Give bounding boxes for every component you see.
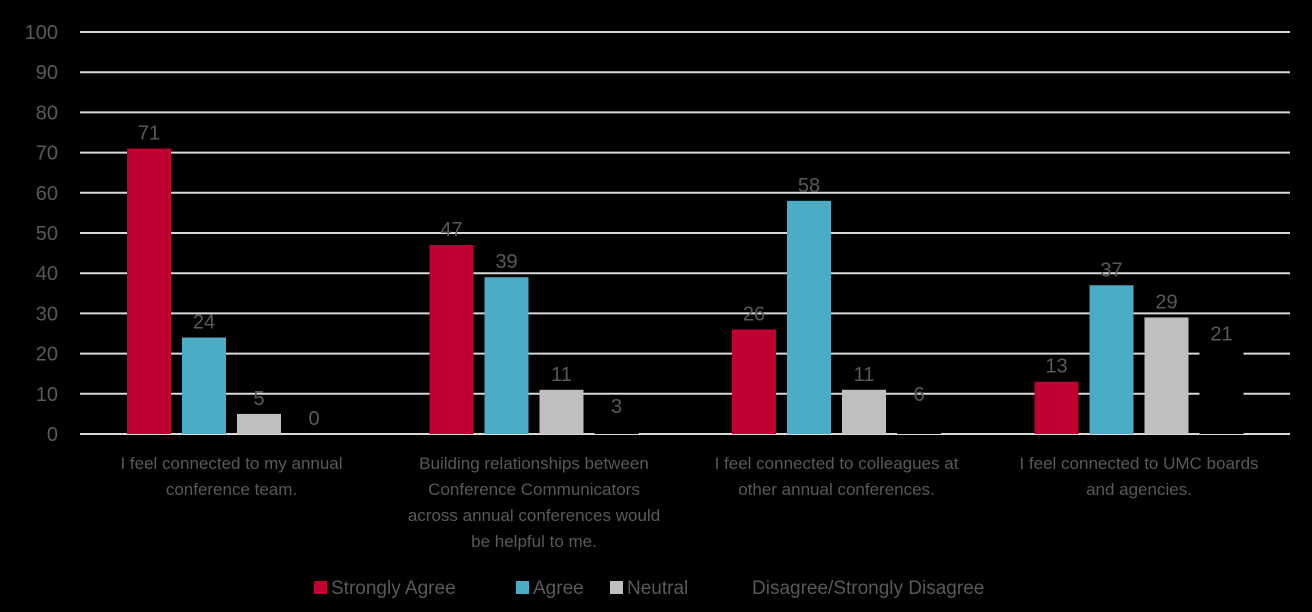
y-tick-label: 30 <box>36 303 58 325</box>
data-label: 21 <box>1210 324 1232 346</box>
data-label: 3 <box>611 396 622 418</box>
bar-strongly-agree-0 <box>127 148 171 434</box>
category-labels: I feel connected to my annual conference … <box>120 454 1258 551</box>
category-label: I feel connected to colleagues at other a… <box>715 454 959 499</box>
y-tick-label: 60 <box>36 183 58 205</box>
bar-agree-0 <box>182 337 226 434</box>
bar-agree-3 <box>1089 285 1134 434</box>
y-tick-label: 90 <box>36 62 58 84</box>
data-label: 39 <box>495 251 517 273</box>
y-tick-label: 100 <box>25 22 58 44</box>
data-label: 29 <box>1155 291 1177 313</box>
bar-strongly-agree-3 <box>1034 381 1079 434</box>
y-tick-label: 0 <box>47 424 58 446</box>
gridlines <box>80 31 1290 435</box>
legend-label: Agree <box>533 578 584 599</box>
legend-swatch <box>735 581 748 594</box>
y-tick-label: 80 <box>36 102 58 124</box>
y-axis-tick-labels: 0 10 20 30 40 50 60 70 80 90 100 <box>25 22 58 446</box>
y-tick-label: 50 <box>36 223 58 245</box>
bars <box>127 148 1244 434</box>
y-tick-label: 20 <box>36 344 58 366</box>
bar-disagree-strongly-disagree-2 <box>897 409 941 434</box>
legend: Strongly Agree Agree Neutral Disagree/Stron… <box>314 578 984 599</box>
bar-strongly-agree-2 <box>732 329 776 434</box>
legend-swatch <box>314 581 327 594</box>
data-label: 5 <box>253 388 264 410</box>
data-label: 11 <box>551 364 572 386</box>
bar-agree-2 <box>787 200 831 434</box>
y-tick-label: 70 <box>36 143 58 165</box>
legend-label: Disagree/Strongly Disagree <box>752 578 984 599</box>
data-label: 24 <box>193 312 215 334</box>
legend-label: Strongly Agree <box>331 578 456 599</box>
y-tick-label: 40 <box>36 263 58 285</box>
legend-swatch <box>610 581 623 594</box>
data-label: 37 <box>1100 259 1122 281</box>
data-label: 58 <box>798 175 820 197</box>
data-label: 13 <box>1045 356 1067 378</box>
data-labels: 71 47 26 13 24 39 58 37 5 11 11 29 0 3 6 21 <box>138 123 1233 430</box>
data-label: 6 <box>913 384 924 406</box>
category-label: I feel connected to my annual conference … <box>120 454 342 499</box>
data-label: 47 <box>440 219 462 241</box>
data-label: 0 <box>308 408 319 430</box>
data-label: 71 <box>138 123 160 145</box>
category-label: Building relationships between Conference… <box>408 454 660 551</box>
bar-neutral-1 <box>539 389 584 434</box>
bar-strongly-agree-1 <box>429 245 474 434</box>
legend-label: Neutral <box>627 578 688 599</box>
bar-disagree-strongly-disagree-3 <box>1199 349 1244 434</box>
bar-neutral-3 <box>1144 317 1189 434</box>
bar-neutral-0 <box>237 413 281 434</box>
bar-neutral-2 <box>842 389 886 434</box>
legend-swatch <box>516 581 529 594</box>
data-label: 11 <box>854 364 875 386</box>
data-label: 26 <box>743 303 765 325</box>
bar-disagree-strongly-disagree-1 <box>594 421 639 434</box>
category-label: I feel connected to UMC boards and agenci… <box>1019 454 1258 499</box>
bar-agree-1 <box>484 277 529 434</box>
y-tick-label: 10 <box>36 384 58 406</box>
